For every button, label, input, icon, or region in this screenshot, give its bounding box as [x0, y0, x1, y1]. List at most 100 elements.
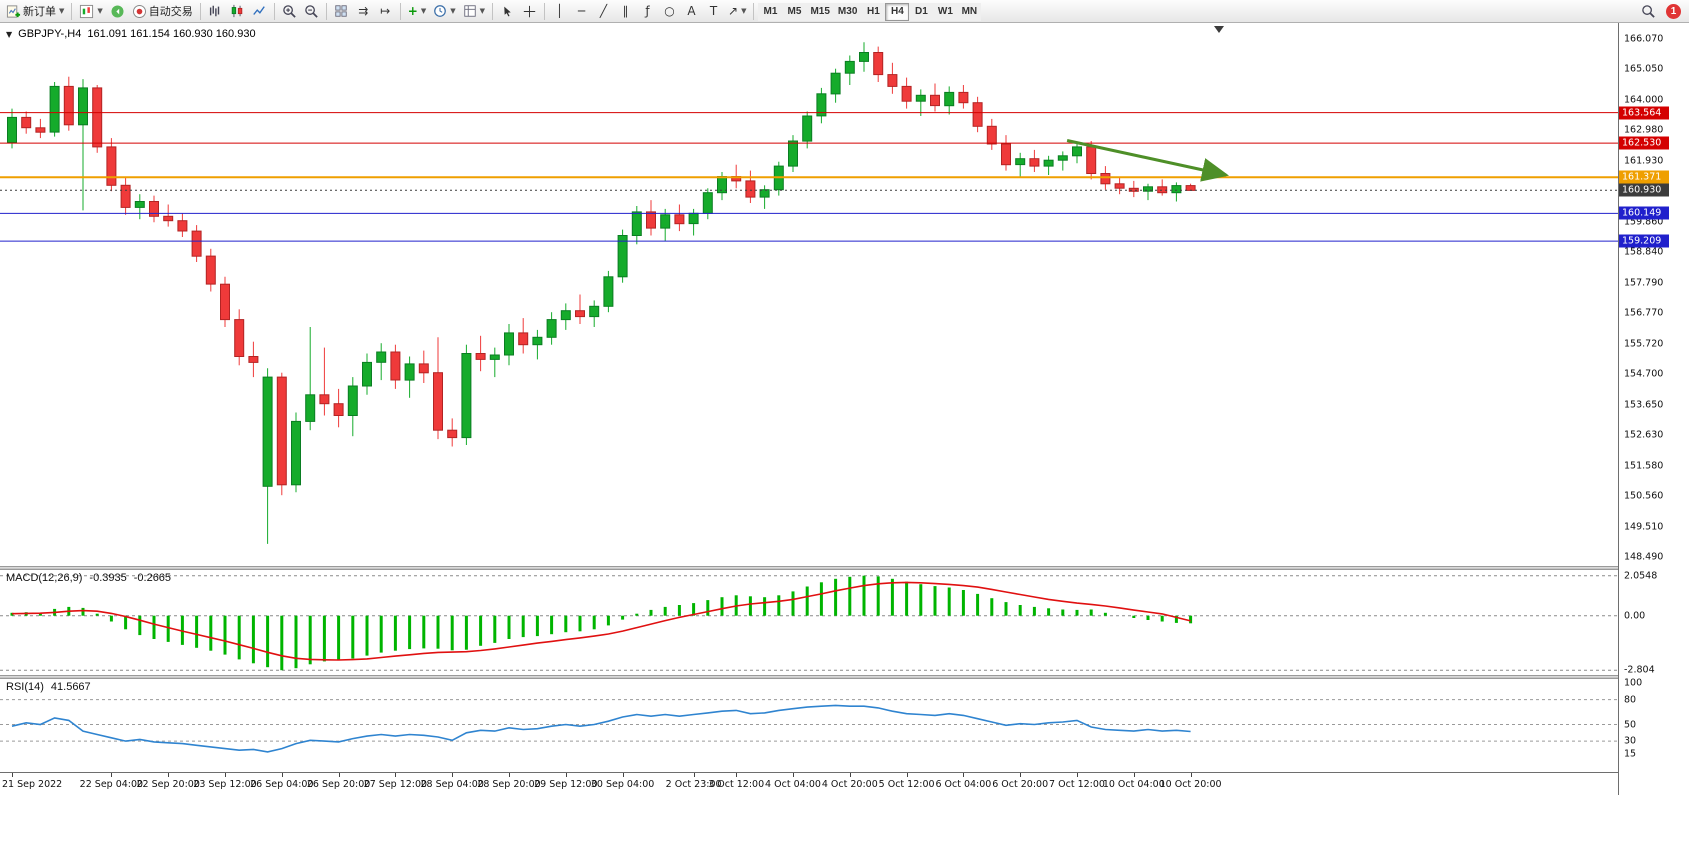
line-chart-mode-button[interactable] [249, 1, 270, 21]
time-axis-label: 30 Sep 04:00 [590, 779, 655, 790]
time-axis-label: 22 Sep 20:00 [136, 779, 200, 790]
indicators-button[interactable]: + ▼ [405, 1, 429, 21]
macd-axis-label: -2.804 [1624, 664, 1655, 676]
new-order-icon [6, 4, 21, 18]
time-axis-tick [1020, 773, 1022, 777]
time-axis-tick [338, 773, 340, 777]
timeframe-mn-button[interactable]: MN [957, 2, 982, 21]
time-axis-label: 3 Oct 12:00 [708, 779, 765, 790]
time-axis-label: 28 Sep 20:00 [477, 779, 541, 790]
fibonacci-tool-button[interactable]: ƒ [637, 1, 658, 21]
macd-axis-label: 2.0548 [1624, 570, 1658, 582]
current-price-badge: 160.930 [1619, 183, 1669, 197]
symbol-info: ▼ GBPJPY-,H4 161.091 161.154 160.930 160… [6, 28, 256, 40]
time-axis-label: 6 Oct 04:00 [935, 779, 992, 790]
charts-window-button[interactable]: ▼ [76, 1, 105, 21]
zoom-out-icon [305, 4, 318, 18]
toolbar-separator [492, 2, 494, 20]
price-axis-label: 156.770 [1624, 307, 1664, 319]
horizontal-line-tool-button[interactable]: ─ [571, 1, 592, 21]
time-axis-label: 4 Oct 04:00 [765, 779, 821, 790]
text-icon: A [687, 4, 696, 18]
time-axis-label: 29 Sep 12:00 [534, 779, 598, 790]
trend-arrow-object [1066, 139, 1230, 182]
timeframe-w1-button[interactable]: W1 [933, 2, 958, 21]
text-label-tool-button[interactable]: T [703, 1, 724, 21]
time-axis-label: 10 Oct 04:00 [1102, 779, 1165, 790]
time-axis[interactable]: 21 Sep 2022 22 Sep 04:00 22 Sep 20:00 23 Se… [0, 772, 1618, 795]
rsi-indicator-label: RSI(14) 41.5667 [6, 681, 91, 693]
timeframe-d1-button[interactable]: D1 [909, 2, 934, 21]
timeframe-m1-button[interactable]: M1 [758, 2, 783, 21]
one-click-trading-toggle-icon[interactable]: ▼ [6, 29, 13, 39]
price-axis-label: 157.790 [1624, 277, 1664, 289]
time-axis-tick [395, 773, 397, 777]
price-axis[interactable]: 166.070 165.050 164.000 162.980 161.930 159.8… [1618, 23, 1689, 795]
chevron-down-icon: ▼ [479, 7, 486, 15]
text-tool-button[interactable]: A [681, 1, 702, 21]
time-axis-tick [565, 773, 567, 777]
chart-shift-button[interactable]: ↦ [375, 1, 396, 21]
chevron-down-icon: ▼ [97, 7, 103, 15]
chevron-down-icon: ▼ [450, 7, 456, 15]
cursor-button[interactable] [497, 1, 518, 21]
timeframe-m5-button[interactable]: M5 [782, 2, 807, 21]
arrows-tool-button[interactable]: ↗ ▼ [725, 1, 749, 21]
new-order-label: 新订单 [23, 6, 56, 18]
templates-button[interactable]: ▼ [460, 1, 488, 21]
auto-trading-button[interactable]: 自动交易 [129, 1, 196, 21]
new-order-button[interactable]: 新订单 ▼ [3, 1, 67, 21]
auto-trading-label: 自动交易 [148, 6, 193, 18]
time-axis-tick [1190, 773, 1192, 777]
macd-indicator-label: MACD(12,26,9) -0.3935 -0.2665 [6, 572, 171, 584]
toolbar-separator [199, 2, 201, 20]
auto-trading-icon [132, 4, 146, 18]
rsi-axis-label: 80 [1624, 694, 1637, 706]
price-chart-canvas[interactable] [0, 23, 1618, 566]
pane-splitter[interactable] [0, 566, 1618, 570]
toolbar-separator [325, 2, 327, 20]
toolbar-separator [71, 2, 73, 20]
crosshair-button[interactable] [519, 1, 540, 21]
candlestick-icon [232, 4, 243, 18]
candlestick-mode-button[interactable] [227, 1, 248, 21]
trendline-tool-button[interactable]: ╱ [593, 1, 614, 21]
notification-badge[interactable]: 1 [1666, 3, 1681, 19]
macd-chart-canvas[interactable] [0, 570, 1618, 675]
time-axis-label: 6 Oct 20:00 [992, 779, 1049, 790]
tile-windows-button[interactable] [331, 1, 352, 21]
vertical-line-tool-button[interactable]: │ [549, 1, 570, 21]
time-axis-label: 21 Sep 2022 [2, 779, 63, 790]
timeframe-m15-button[interactable]: M15 [806, 2, 834, 21]
price-axis-label: 162.980 [1624, 124, 1664, 136]
periods-button[interactable]: ▼ [430, 1, 458, 21]
time-axis-tick [1133, 773, 1135, 777]
templates-icon [463, 5, 476, 17]
macd-name: MACD(12,26,9) [6, 572, 83, 584]
price-axis-label: 159.860 [1624, 216, 1664, 228]
rsi-chart-canvas[interactable] [0, 679, 1618, 772]
timeframe-h1-button[interactable]: H1 [861, 2, 886, 21]
zoom-in-button[interactable] [279, 1, 300, 21]
timeframe-m30-button[interactable]: M30 [833, 2, 862, 21]
time-axis-label: 28 Sep 04:00 [420, 779, 484, 790]
time-axis-label: 7 Oct 12:00 [1049, 779, 1105, 790]
bar-chart-mode-button[interactable] [205, 1, 226, 21]
search-button[interactable] [1638, 1, 1659, 21]
chart-window-icon [80, 4, 94, 18]
auto-scroll-button[interactable]: ⇉ [353, 1, 374, 21]
zoom-out-button[interactable] [301, 1, 322, 21]
channel-tool-button[interactable]: ∥ [615, 1, 636, 21]
time-axis-label: 26 Sep 20:00 [306, 779, 371, 790]
pane-splitter[interactable] [0, 675, 1618, 679]
price-axis-label: 148.490 [1624, 551, 1664, 563]
timeframe-h4-button[interactable]: H4 [885, 2, 910, 21]
time-axis-tick [1077, 773, 1078, 777]
price-axis-label: 149.510 [1624, 521, 1664, 533]
price-axis-label: 151.580 [1624, 460, 1664, 472]
time-axis-tick [12, 773, 13, 777]
price-level-badge: 160.149 [1619, 206, 1669, 220]
rsi-axis-label: 50 [1624, 719, 1637, 730]
alerts-button[interactable] [107, 1, 128, 21]
shapes-tool-button[interactable]: ○ [659, 1, 680, 21]
